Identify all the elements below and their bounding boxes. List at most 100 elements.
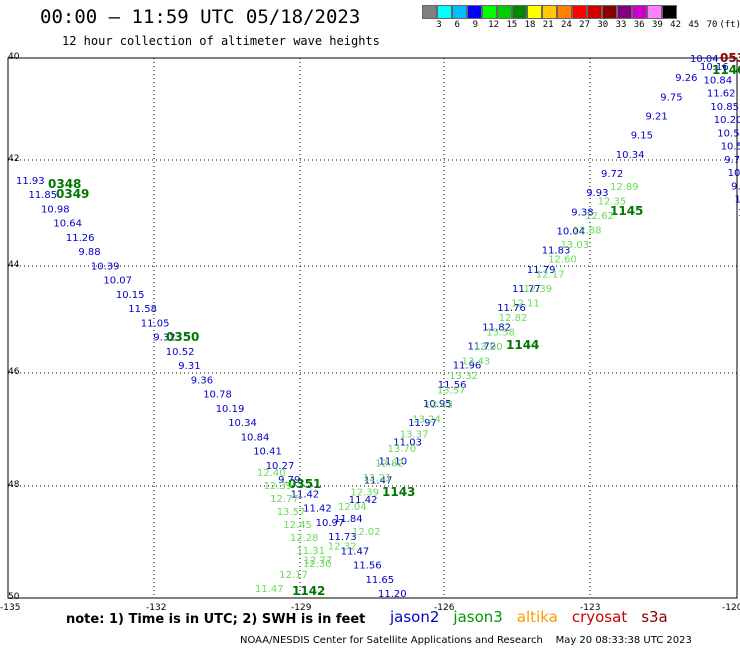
wave-height-value: 12.02 xyxy=(352,527,381,538)
wave-height-value: 9.31 xyxy=(178,361,200,372)
wave-height-value: 11.10 xyxy=(379,457,408,468)
wave-height-value: 11.31 xyxy=(296,546,325,557)
map-frame xyxy=(7,57,738,599)
wave-height-value: 11.47 xyxy=(341,546,370,557)
wave-height-value: 13.58 xyxy=(486,328,515,339)
wave-height-value: 10.64 xyxy=(53,219,82,230)
wave-height-value: 11.82 xyxy=(482,322,511,333)
wave-height-value: 10.07 xyxy=(103,276,132,287)
wave-height-value: 9.93 xyxy=(586,188,608,199)
footer-credit: NOAA/NESDIS Center for Satellite Applica… xyxy=(240,635,692,646)
pass-time-label: 0537 xyxy=(720,51,740,65)
legend-swatch xyxy=(512,5,527,19)
latitude-label: 46 xyxy=(8,367,20,377)
satellite-tracks: 11.93 11.85 10.98 10.64 11.26 9.88 10.39 10.07 1… xyxy=(16,51,740,600)
legend-label: 9 xyxy=(472,20,479,30)
satellite-name: jason3 xyxy=(453,608,503,626)
wave-height-value: 11.76 xyxy=(497,303,526,314)
pass-time-label: 0348 xyxy=(48,177,81,191)
legend-swatch xyxy=(527,5,542,19)
wave-height-value: 11.20 xyxy=(378,589,407,600)
wave-height-value: 10.84 xyxy=(241,432,270,443)
wave-height-value: 12.40 xyxy=(257,468,286,479)
legend-label: 70 xyxy=(706,20,718,30)
longitude-label: -129 xyxy=(291,603,312,613)
wave-height-value: 12.89 xyxy=(610,182,639,193)
pass-time-label: 0349 xyxy=(56,187,89,201)
wave-height-value: 11.77 xyxy=(512,284,541,295)
wave-height-value: 12.32 xyxy=(328,541,357,552)
wave-height-value: 13.43 xyxy=(425,400,454,411)
legend-label: 36 xyxy=(633,20,645,30)
color-legend: 3 6 9 12 15 18 21 24 27 30 33 36 39 42 45 70 (ft) xyxy=(422,5,740,33)
wave-height-value: 11.26 xyxy=(66,233,95,244)
wave-height-value: 11.79 xyxy=(527,265,556,276)
legend-labels: 3 6 9 12 15 18 21 24 27 30 33 36 39 42 45 70 (ft) xyxy=(422,19,740,33)
latitude-label: 48 xyxy=(8,480,20,490)
wave-height-value: 11.96 xyxy=(453,361,482,372)
legend-swatch xyxy=(452,5,467,19)
wave-height-value: 9.36 xyxy=(191,375,213,386)
wave-height-value: 1 xyxy=(738,208,740,219)
latitude-label: 44 xyxy=(8,260,20,270)
wave-height-value: 9.78 xyxy=(724,155,740,166)
wave-height-value: 10.27 xyxy=(266,461,295,472)
wave-height-value: 13.00 xyxy=(474,342,503,353)
wave-height-value: 12.62 xyxy=(585,211,614,222)
wave-height-value: 12.82 xyxy=(499,313,528,324)
wave-height-value: 10.04 xyxy=(690,54,719,65)
legend-label: 21 xyxy=(542,20,554,30)
wave-height-value: 10.16 xyxy=(700,62,729,73)
wave-height-value: 10.34 xyxy=(616,150,645,161)
pass-time-label: 1143 xyxy=(382,485,415,499)
wave-height-value: 11.72 xyxy=(468,342,497,353)
legend-label: 6 xyxy=(454,20,460,30)
wave-height-value: 10.97 xyxy=(316,518,345,529)
wave-height-value: 12.82 xyxy=(375,458,404,469)
wave-height-value: 12.88 xyxy=(573,226,602,237)
wave-height-value: 11.05 xyxy=(141,318,170,329)
longitude-label: -123 xyxy=(580,603,601,613)
satellite-name: jason2 xyxy=(390,608,440,626)
wave-height-value: 11.42 xyxy=(291,489,320,500)
wave-height-value: 9.15 xyxy=(631,131,653,142)
wave-height-value: 11.73 xyxy=(328,532,357,543)
wave-height-value: 9.21 xyxy=(646,112,668,123)
legend-label: 3 xyxy=(436,20,442,30)
wave-height-value: 11.03 xyxy=(393,437,422,448)
pass-time-label: 0351 xyxy=(288,477,321,491)
legend-label: 24 xyxy=(560,20,572,30)
latitude-label: 50 xyxy=(8,592,20,602)
wave-height-value: 12.35 xyxy=(598,197,627,208)
wave-height-value: 12.39 xyxy=(350,488,379,499)
wave-height-value: 9.0 xyxy=(731,182,740,193)
legend-label: 39 xyxy=(651,20,663,30)
longitude-label: -126 xyxy=(434,603,455,613)
wave-height-value: 12.17 xyxy=(279,570,308,581)
wave-height-value: 11.56 xyxy=(438,380,467,391)
wave-height-value: 12.39 xyxy=(524,284,553,295)
wave-height-value: 10.98 xyxy=(41,205,70,216)
legend-swatch xyxy=(587,5,602,19)
legend-swatch xyxy=(557,5,572,19)
latitude-label: 42 xyxy=(8,154,20,164)
wave-height-value: 12.77 xyxy=(304,556,333,567)
wave-height-value: 11.47 xyxy=(255,584,284,595)
legend-label: 27 xyxy=(579,20,591,30)
wave-height-value: 9.75 xyxy=(660,92,682,103)
wave-height-value: 11.84 xyxy=(334,514,363,525)
wave-height-value: 12.45 xyxy=(283,520,312,531)
wave-height-value: 13.43 xyxy=(462,357,491,368)
wave-height-value: 11.93 xyxy=(16,176,45,187)
wave-height-value: 11.85 xyxy=(29,190,58,201)
legend-swatch xyxy=(437,5,452,19)
wave-height-value: 10.41 xyxy=(253,447,282,458)
wave-height-value: 10.52 xyxy=(166,347,195,358)
wave-height-value: 11.62 xyxy=(707,89,736,100)
wave-height-value: 13.57 xyxy=(437,386,466,397)
page-title: 00:00 – 11:59 UTC 05/18/2023 xyxy=(40,6,361,28)
wave-height-value: 9.26 xyxy=(675,73,697,84)
wave-height-value: 10.20 xyxy=(714,115,740,126)
wave-height-value: 10.30 xyxy=(728,168,740,179)
